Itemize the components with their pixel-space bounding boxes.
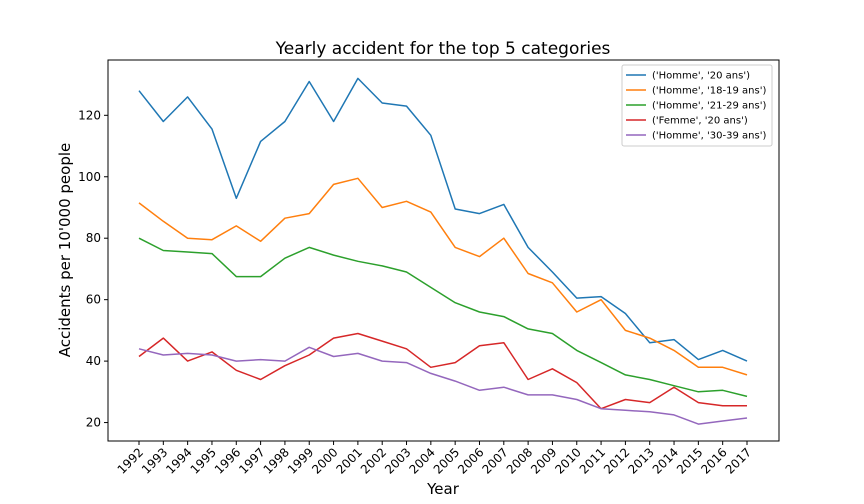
legend-box [621, 64, 773, 147]
x-axis: 1992199319941995199619971998199920002001… [115, 441, 754, 477]
series-line-4 [138, 332, 747, 410]
y-tick-label: 100 [78, 170, 101, 184]
x-tick-label: 2004 [406, 445, 437, 476]
x-axis-label: Year [426, 480, 460, 498]
series-lines [138, 77, 748, 425]
legend-label: ('Homme', '30-39 ans') [652, 131, 766, 142]
legend-label: ('Homme', '18-19 ans') [652, 86, 766, 97]
series-line-3 [138, 237, 748, 398]
x-tick-label: 2005 [431, 445, 462, 476]
y-tick-label: 80 [86, 231, 101, 245]
x-tick-label: 2013 [625, 445, 656, 476]
x-tick-label: 1995 [188, 445, 219, 476]
legend-label: ('Femme', '20 ans') [652, 116, 748, 127]
x-tick-label: 2010 [552, 445, 583, 476]
x-tick-label: 1999 [285, 445, 316, 476]
x-tick-label: 2015 [674, 445, 705, 476]
y-tick-label: 40 [86, 354, 101, 368]
x-tick-label: 2009 [528, 445, 559, 476]
x-tick-label: 1997 [236, 445, 267, 476]
x-tick-label: 2008 [504, 445, 535, 476]
y-axis-label: Accidents per 10'000 people [56, 143, 74, 358]
x-tick-label: 2002 [358, 445, 389, 476]
series-line-1 [138, 77, 748, 362]
plot-area-frame [107, 59, 780, 442]
chart-title: Yearly accident for the top 5 categories [275, 39, 611, 59]
x-tick-label: 1992 [115, 445, 146, 476]
y-axis: 20 40 60 80 100 120 [78, 108, 108, 430]
y-tick-label: 60 [86, 293, 101, 307]
y-tick-label: 120 [78, 108, 101, 122]
legend-label: ('Homme', '21-29 ans') [652, 101, 766, 112]
x-tick-label: 2000 [309, 445, 340, 476]
x-tick-label: 2016 [698, 445, 729, 476]
x-tick-label: 2003 [382, 445, 413, 476]
legend: ('Homme', '20 ans') ('Homme', '18-19 ans'… [621, 64, 773, 147]
y-tick-label: 20 [86, 416, 101, 430]
x-tick-label: 2012 [601, 445, 632, 476]
x-tick-label: 1994 [163, 445, 194, 476]
x-tick-label: 2011 [577, 445, 608, 476]
series-line-5 [138, 346, 748, 425]
x-tick-label: 2006 [455, 445, 486, 476]
x-tick-label: 2001 [334, 445, 365, 476]
x-tick-label: 2017 [723, 445, 754, 476]
series-line-2 [138, 177, 748, 376]
x-tick-label: 2014 [650, 445, 681, 476]
x-tick-label: 1993 [139, 445, 170, 476]
x-tick-label: 1996 [212, 445, 243, 476]
x-tick-label: 2007 [479, 445, 510, 476]
x-tick-label: 1998 [261, 445, 292, 476]
legend-label: ('Homme', '20 ans') [652, 71, 750, 82]
